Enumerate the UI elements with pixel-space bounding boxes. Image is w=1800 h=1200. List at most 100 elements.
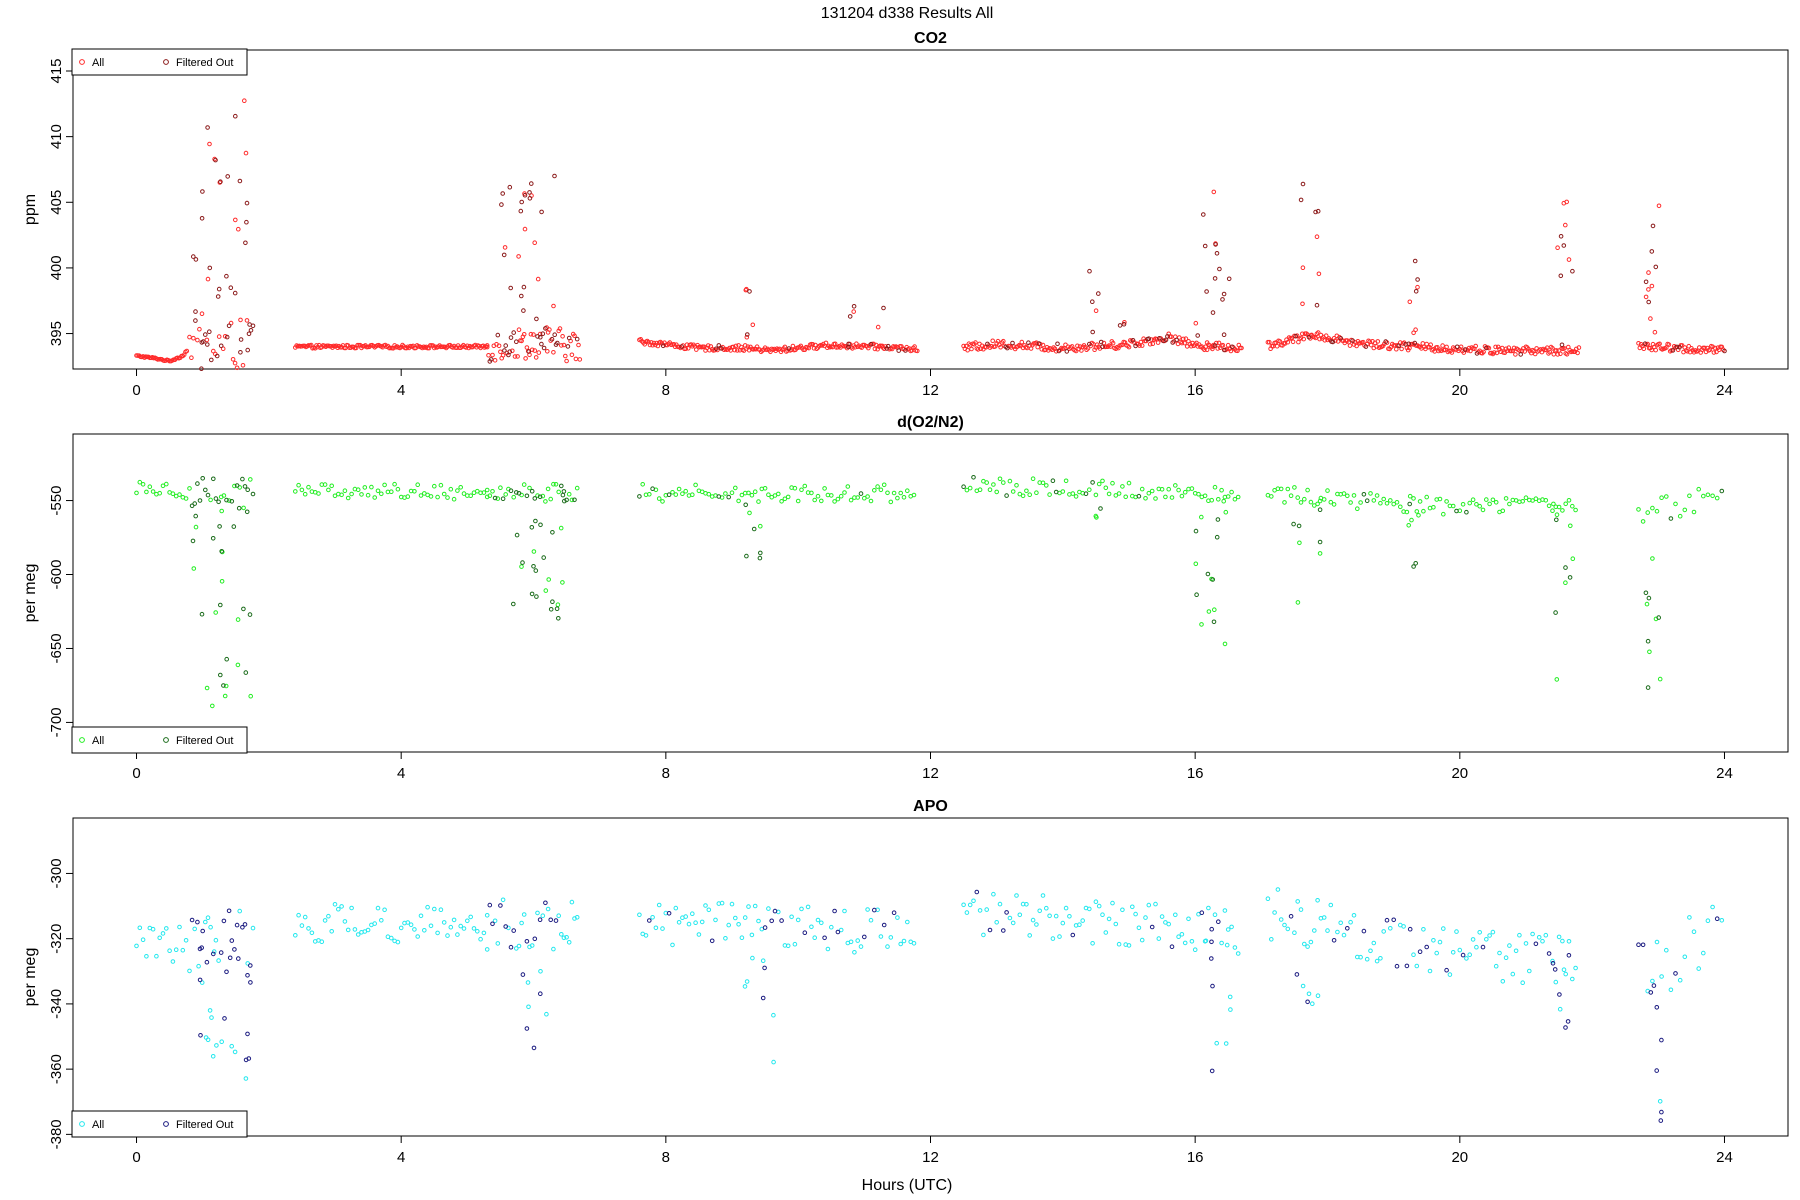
data-point xyxy=(213,937,219,943)
data-point xyxy=(670,942,675,948)
data-point xyxy=(574,336,580,342)
data-point xyxy=(829,924,834,930)
data-point xyxy=(1351,913,1357,918)
data-point xyxy=(529,591,535,597)
data-point xyxy=(382,482,387,488)
data-point xyxy=(395,939,401,945)
data-point xyxy=(786,346,792,351)
data-point xyxy=(441,920,447,925)
data-point xyxy=(1348,919,1353,925)
data-point xyxy=(1546,503,1552,509)
data-point xyxy=(519,293,524,299)
data-point xyxy=(519,199,525,205)
data-point xyxy=(541,345,547,351)
data-point xyxy=(293,933,298,938)
data-point xyxy=(1565,1019,1571,1024)
data-point xyxy=(556,913,562,919)
data-point xyxy=(213,496,219,501)
data-point xyxy=(1227,994,1233,1000)
data-point xyxy=(553,482,559,487)
data-point xyxy=(332,902,338,907)
data-point xyxy=(751,526,757,532)
data-point xyxy=(235,662,241,668)
data-point xyxy=(719,346,724,351)
data-point xyxy=(749,932,755,938)
data-point xyxy=(871,341,876,347)
data-point xyxy=(1179,932,1185,937)
data-point xyxy=(1220,297,1225,302)
data-point xyxy=(991,891,996,897)
data-point xyxy=(187,334,192,340)
data-point xyxy=(1221,332,1227,338)
data-point xyxy=(971,898,976,904)
data-point xyxy=(514,532,520,538)
data-point xyxy=(1285,339,1291,345)
data-point xyxy=(865,907,870,912)
data-point xyxy=(680,491,685,497)
data-point xyxy=(1155,340,1161,345)
data-point xyxy=(752,489,758,495)
data-point xyxy=(1650,978,1655,984)
data-point xyxy=(1166,921,1171,927)
data-point xyxy=(1523,941,1529,946)
data-point xyxy=(1722,348,1727,354)
data-point xyxy=(199,611,205,617)
data-point xyxy=(810,342,816,347)
data-point xyxy=(1096,903,1102,909)
data-point xyxy=(170,491,176,497)
data-point xyxy=(1110,900,1115,906)
data-point xyxy=(822,935,827,941)
data-point xyxy=(503,343,509,348)
data-point xyxy=(1298,500,1304,505)
data-point xyxy=(244,318,250,323)
data-point xyxy=(561,935,567,941)
data-point xyxy=(660,343,666,349)
data-point xyxy=(1415,277,1420,282)
data-point xyxy=(998,344,1003,350)
data-point xyxy=(213,157,218,163)
data-point xyxy=(243,1076,249,1081)
data-point xyxy=(205,915,211,921)
data-point xyxy=(660,499,665,504)
data-point xyxy=(1220,342,1226,348)
data-point xyxy=(471,926,477,931)
data-point xyxy=(1441,926,1446,931)
data-point xyxy=(490,489,495,494)
data-point xyxy=(150,926,156,932)
data-point xyxy=(1449,350,1455,355)
data-point xyxy=(1364,498,1370,504)
data-point xyxy=(197,977,203,983)
data-point xyxy=(193,257,199,262)
data-point xyxy=(1014,893,1019,898)
data-point xyxy=(302,491,308,497)
y-tick-label: 400 xyxy=(48,255,65,280)
data-point xyxy=(1664,494,1669,499)
data-point xyxy=(508,944,514,950)
data-point xyxy=(560,580,565,585)
data-point xyxy=(1223,1041,1229,1046)
data-point xyxy=(862,934,867,940)
data-point xyxy=(1345,926,1350,931)
x-tick-label: 0 xyxy=(132,765,140,782)
data-point xyxy=(822,486,827,491)
data-point xyxy=(248,980,253,985)
y-tick-label: -320 xyxy=(48,924,65,954)
data-point xyxy=(1710,904,1715,910)
data-point xyxy=(412,927,417,932)
data-point xyxy=(643,933,649,938)
data-point xyxy=(1498,349,1504,355)
data-point xyxy=(329,929,335,934)
data-point xyxy=(1090,299,1095,305)
data-point xyxy=(650,486,655,492)
data-point xyxy=(1530,498,1535,503)
data-point xyxy=(488,357,494,362)
data-point xyxy=(1216,497,1221,502)
data-point xyxy=(293,489,298,494)
data-point xyxy=(559,483,564,489)
data-point xyxy=(1428,342,1433,348)
legend-label: All xyxy=(92,735,104,747)
data-point xyxy=(1411,496,1416,501)
data-point xyxy=(511,330,517,335)
data-point xyxy=(519,920,524,926)
data-point xyxy=(527,485,532,491)
